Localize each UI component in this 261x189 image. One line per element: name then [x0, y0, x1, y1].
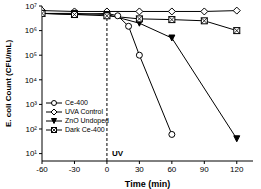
- svg-text:Time (min): Time (min): [125, 179, 170, 189]
- html-text:ZnO Undoped: ZnO Undoped: [65, 117, 109, 124]
- html-text:Ce-400: Ce-400: [65, 99, 88, 106]
- svg-text:90: 90: [200, 165, 209, 174]
- svg-text:120: 120: [230, 165, 244, 174]
- html-text:UVA Control: UVA Control: [65, 108, 103, 115]
- svg-text:10⁷: 10⁷: [25, 2, 37, 11]
- svg-text:60: 60: [167, 165, 176, 174]
- svg-text:E. coli Count (CFU/mL): E. coli Count (CFU/mL): [8, 40, 13, 127]
- svg-text:10⁶: 10⁶: [25, 26, 37, 35]
- svg-text:10³: 10³: [25, 100, 37, 109]
- svg-text:0: 0: [105, 165, 110, 174]
- svg-text:30: 30: [135, 165, 144, 174]
- html-text:Dark Ce-400: Dark Ce-400: [65, 126, 105, 133]
- svg-text:-60: -60: [36, 165, 48, 174]
- svg-text:10⁴: 10⁴: [25, 76, 38, 85]
- svg-text:10⁵: 10⁵: [25, 51, 37, 60]
- svg-text:10²: 10²: [25, 125, 37, 134]
- svg-text:10¹: 10¹: [25, 149, 37, 158]
- svg-text:-30: -30: [69, 165, 81, 174]
- svg-text:UV: UV: [112, 149, 124, 158]
